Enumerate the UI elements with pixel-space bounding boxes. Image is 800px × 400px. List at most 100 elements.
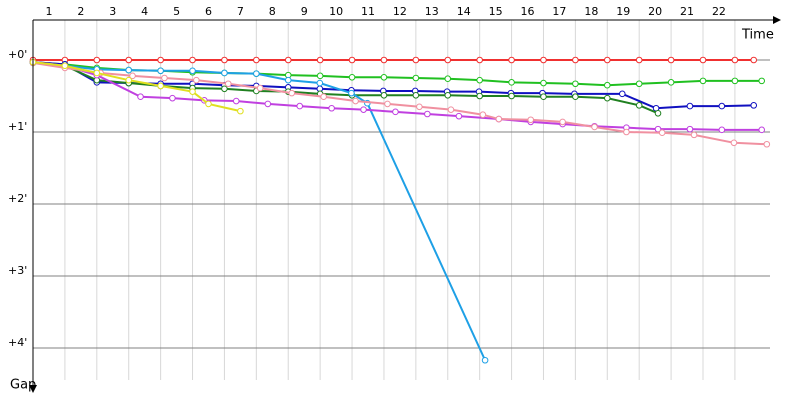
point <box>193 76 200 84</box>
point <box>476 92 483 100</box>
point <box>686 125 694 133</box>
y-tick-label: +2' <box>8 192 27 205</box>
point <box>508 92 515 100</box>
point <box>253 56 260 64</box>
point <box>157 82 164 90</box>
x-tick-label: 10 <box>329 5 343 18</box>
x-tick-label: 17 <box>552 5 566 18</box>
x-axis-label: Time <box>741 28 774 43</box>
point <box>763 140 771 148</box>
point <box>352 97 359 105</box>
plot: 1 2 3 4 5 6 7 8 9 10 11 12 13 14 15 16 17 18 19 20 21 22+0'+1… <box>8 5 771 364</box>
point <box>690 131 698 139</box>
point <box>221 56 228 64</box>
point <box>447 106 455 113</box>
point <box>730 139 738 147</box>
point <box>412 56 420 64</box>
point <box>508 79 515 86</box>
point <box>288 89 296 97</box>
x-tick-label: 4 <box>141 5 148 18</box>
point <box>232 97 240 105</box>
point <box>540 56 547 64</box>
x-tick-label: 21 <box>680 5 694 18</box>
point <box>559 118 566 126</box>
point <box>603 81 611 89</box>
point <box>316 56 324 64</box>
point <box>527 116 535 124</box>
point <box>125 76 133 84</box>
point <box>479 111 487 119</box>
x-tick-label: 22 <box>712 5 726 18</box>
y-tick-label: +4' <box>8 336 27 349</box>
point <box>603 94 611 102</box>
point <box>61 62 69 70</box>
point <box>161 74 168 82</box>
point <box>316 72 324 80</box>
point <box>264 100 272 108</box>
point <box>618 90 626 98</box>
point <box>495 115 503 123</box>
point <box>237 107 244 115</box>
point <box>572 56 579 64</box>
point <box>540 93 547 101</box>
point <box>320 93 327 101</box>
point <box>129 72 136 80</box>
x-tick-label: 2 <box>77 5 84 18</box>
point <box>444 91 452 99</box>
point <box>635 56 643 64</box>
point <box>224 80 232 88</box>
point <box>623 128 630 136</box>
series-line <box>32 61 754 110</box>
point <box>221 85 228 93</box>
x-tick-label: 14 <box>457 5 471 18</box>
point <box>253 70 260 77</box>
point <box>412 74 420 82</box>
point <box>157 67 164 75</box>
point <box>284 76 292 84</box>
point <box>284 56 292 64</box>
grid <box>33 20 770 380</box>
x-tick-label: 1 <box>45 5 52 18</box>
point <box>540 79 547 87</box>
point <box>635 80 643 88</box>
y-axis-label: Gap <box>10 378 36 393</box>
x-tick-label: 12 <box>393 5 407 18</box>
x-tick-label: 15 <box>489 5 503 18</box>
point <box>758 126 766 134</box>
point <box>316 79 324 87</box>
y-tick-label: +1' <box>8 120 27 133</box>
point <box>93 56 101 64</box>
point <box>424 110 431 118</box>
point <box>380 91 388 99</box>
point <box>412 91 420 99</box>
x-tick-label: 18 <box>584 5 598 18</box>
point <box>718 126 726 134</box>
point <box>125 66 133 74</box>
point <box>189 67 196 75</box>
point <box>444 75 452 83</box>
point <box>205 100 212 108</box>
point <box>667 79 675 86</box>
series-line <box>32 61 767 146</box>
point <box>348 73 356 81</box>
point <box>481 356 489 364</box>
x-tick-label: 16 <box>521 5 535 18</box>
point <box>348 89 355 97</box>
point <box>731 77 739 85</box>
point <box>572 93 579 101</box>
point <box>635 102 643 109</box>
point <box>221 69 228 77</box>
point <box>686 102 694 110</box>
point <box>189 56 196 64</box>
point <box>360 106 367 113</box>
point <box>380 73 388 81</box>
point <box>392 108 399 116</box>
point <box>157 56 164 64</box>
x-tick-label: 11 <box>361 5 375 18</box>
x-tick-label: 19 <box>616 5 630 18</box>
x-tick-label: 3 <box>109 5 116 18</box>
point <box>189 88 196 95</box>
point <box>476 76 483 84</box>
point <box>380 56 388 64</box>
